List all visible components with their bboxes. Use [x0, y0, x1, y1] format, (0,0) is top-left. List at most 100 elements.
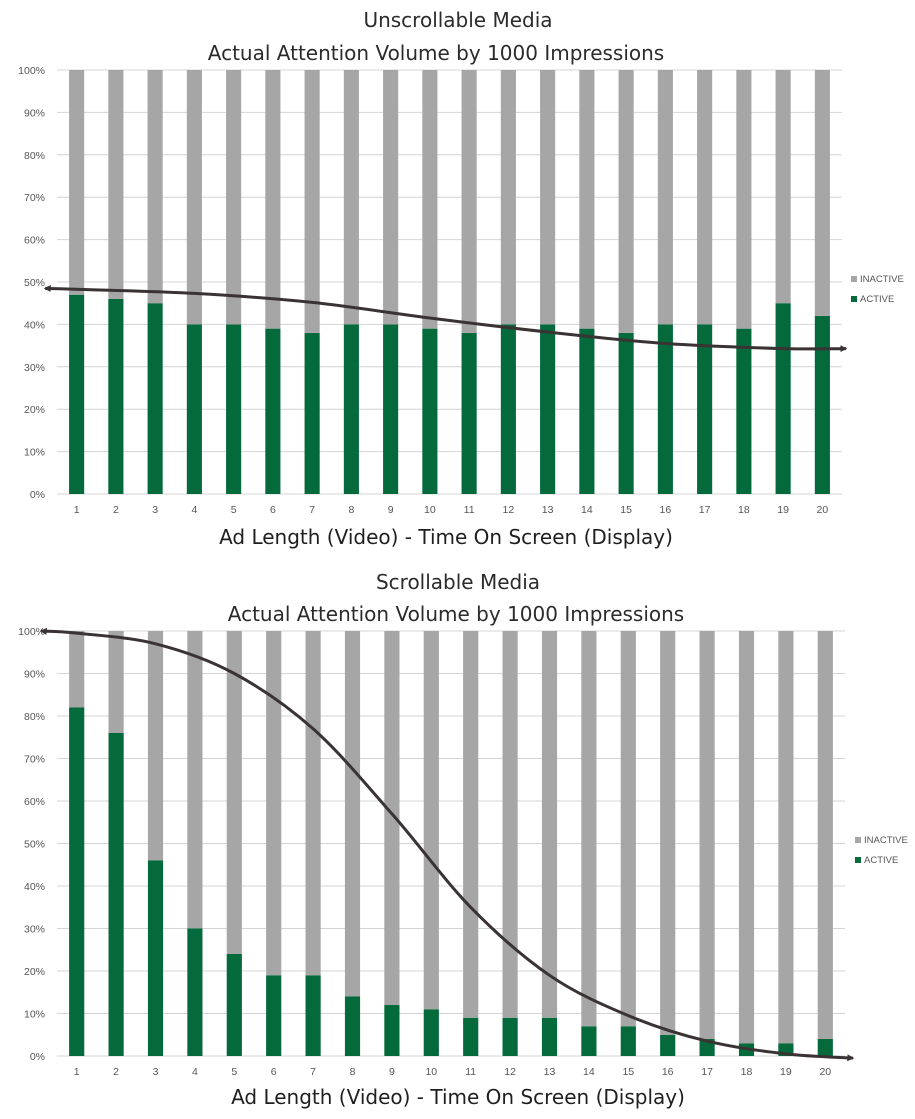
x-tick-label: 6 [271, 1066, 277, 1078]
bar-active [541, 1017, 558, 1056]
x-tick-label: 18 [741, 1066, 753, 1078]
bar-active [305, 975, 321, 1056]
y-axis: 0% 10% 20% 30% 40% 50% 60% 70% 80% 90% 100% [18, 65, 45, 501]
bar-inactive [541, 631, 558, 1018]
bar-inactive [697, 70, 713, 325]
x-tick-label: 8 [348, 504, 354, 516]
y-tick-label: 50% [24, 277, 45, 289]
x-tick-label: 4 [192, 1066, 198, 1078]
y-tick-label: 100% [18, 65, 45, 77]
bar-active [226, 324, 242, 494]
bar-inactive [463, 631, 479, 1018]
bar-active [108, 733, 124, 1056]
legend: INACTIVE ACTIVE [855, 835, 908, 866]
bar-active [540, 324, 556, 494]
bar-active [775, 303, 791, 494]
bar-active [736, 328, 752, 494]
x-tick-label: 6 [270, 504, 276, 516]
x-tick-label: 9 [388, 504, 394, 516]
x-axis-title: Ad Length (Video) - Time On Screen (Disp… [231, 1085, 685, 1109]
x-tick-label: 5 [231, 1066, 237, 1078]
bar-active [304, 332, 320, 494]
legend-label: INACTIVE [864, 835, 908, 846]
x-axis: 1 2 3 4 5 6 7 8 9 10 11 12 13 14 15 16 17 18 19 20 [74, 504, 829, 516]
x-tick-label: 12 [504, 1066, 516, 1078]
bar-active [423, 1009, 439, 1056]
y-tick-label: 10% [24, 447, 45, 459]
x-tick-label: 16 [662, 1066, 674, 1078]
chart-title: Unscrollable Media [363, 8, 552, 32]
x-tick-label: 11 [464, 504, 475, 516]
bars [69, 70, 830, 494]
bar-active [463, 1017, 479, 1056]
x-tick-label: 19 [777, 504, 789, 516]
bar-active [422, 328, 438, 494]
x-tick-label: 14 [583, 1066, 595, 1078]
y-tick-label: 30% [24, 924, 45, 936]
x-tick-label: 1 [74, 1066, 80, 1078]
bar-inactive [540, 70, 556, 325]
legend-swatch [851, 296, 857, 302]
bar-inactive [461, 70, 477, 333]
x-axis-title: Ad Length (Video) - Time On Screen (Disp… [219, 525, 673, 549]
bar-active [69, 294, 85, 494]
x-tick-label: 10 [425, 1066, 437, 1078]
bar-inactive [579, 70, 595, 329]
bar-inactive [814, 70, 830, 316]
x-tick-label: 11 [465, 1066, 476, 1078]
bar-inactive [423, 631, 439, 1010]
bar-inactive [108, 70, 124, 299]
bar-inactive [620, 631, 636, 1027]
y-tick-label: 30% [24, 362, 45, 374]
x-tick-label: 1 [74, 504, 80, 516]
legend-swatch [851, 276, 857, 282]
bar-inactive [383, 70, 399, 325]
y-tick-label: 20% [24, 404, 45, 416]
bar-active [383, 324, 399, 494]
bar-inactive [343, 70, 359, 325]
y-tick-label: 80% [24, 150, 45, 162]
x-tick-label: 13 [544, 1066, 556, 1078]
bar-active [226, 954, 242, 1056]
bar-inactive [108, 631, 124, 733]
bar-inactive [657, 70, 673, 325]
bar-active [697, 324, 713, 494]
x-tick-label: 7 [310, 1066, 316, 1078]
bar-inactive [817, 631, 833, 1039]
x-axis: 1 2 3 4 5 6 7 8 9 10 11 12 13 14 15 16 17 18 19 20 [74, 1066, 832, 1078]
bar-active [502, 1017, 518, 1056]
bar-active [500, 324, 516, 494]
bar-active [147, 303, 163, 494]
y-tick-label: 100% [18, 626, 45, 638]
bar-inactive [699, 631, 715, 1039]
x-tick-label: 20 [819, 1066, 831, 1078]
bar-inactive [660, 631, 676, 1035]
legend-swatch [855, 857, 861, 863]
bar-active [69, 707, 85, 1056]
bar-active [618, 332, 634, 494]
y-tick-label: 60% [24, 796, 45, 808]
bar-active [265, 328, 281, 494]
bar-inactive [738, 631, 755, 1044]
y-tick-label: 20% [24, 966, 45, 978]
y-tick-label: 10% [24, 1009, 45, 1021]
bar-inactive [618, 70, 634, 333]
bar-active [620, 1026, 636, 1056]
gridlines [57, 630, 845, 1057]
x-tick-label: 2 [113, 1066, 119, 1078]
x-tick-label: 12 [503, 504, 515, 516]
bar-active [581, 1026, 597, 1056]
bar-inactive [775, 70, 791, 304]
bar-active [186, 324, 202, 494]
bar-inactive [265, 70, 281, 329]
x-tick-label: 9 [389, 1066, 395, 1078]
x-tick-label: 20 [817, 504, 829, 516]
trend-arrow [39, 627, 855, 1062]
bar-inactive [502, 631, 518, 1018]
x-tick-label: 2 [113, 504, 119, 516]
chart-title: Scrollable Media [376, 570, 540, 594]
x-tick-label: 15 [622, 1066, 634, 1078]
bar-inactive [186, 70, 202, 325]
chart-subtitle: Actual Attention Volume by 1000 Impressi… [208, 41, 664, 65]
